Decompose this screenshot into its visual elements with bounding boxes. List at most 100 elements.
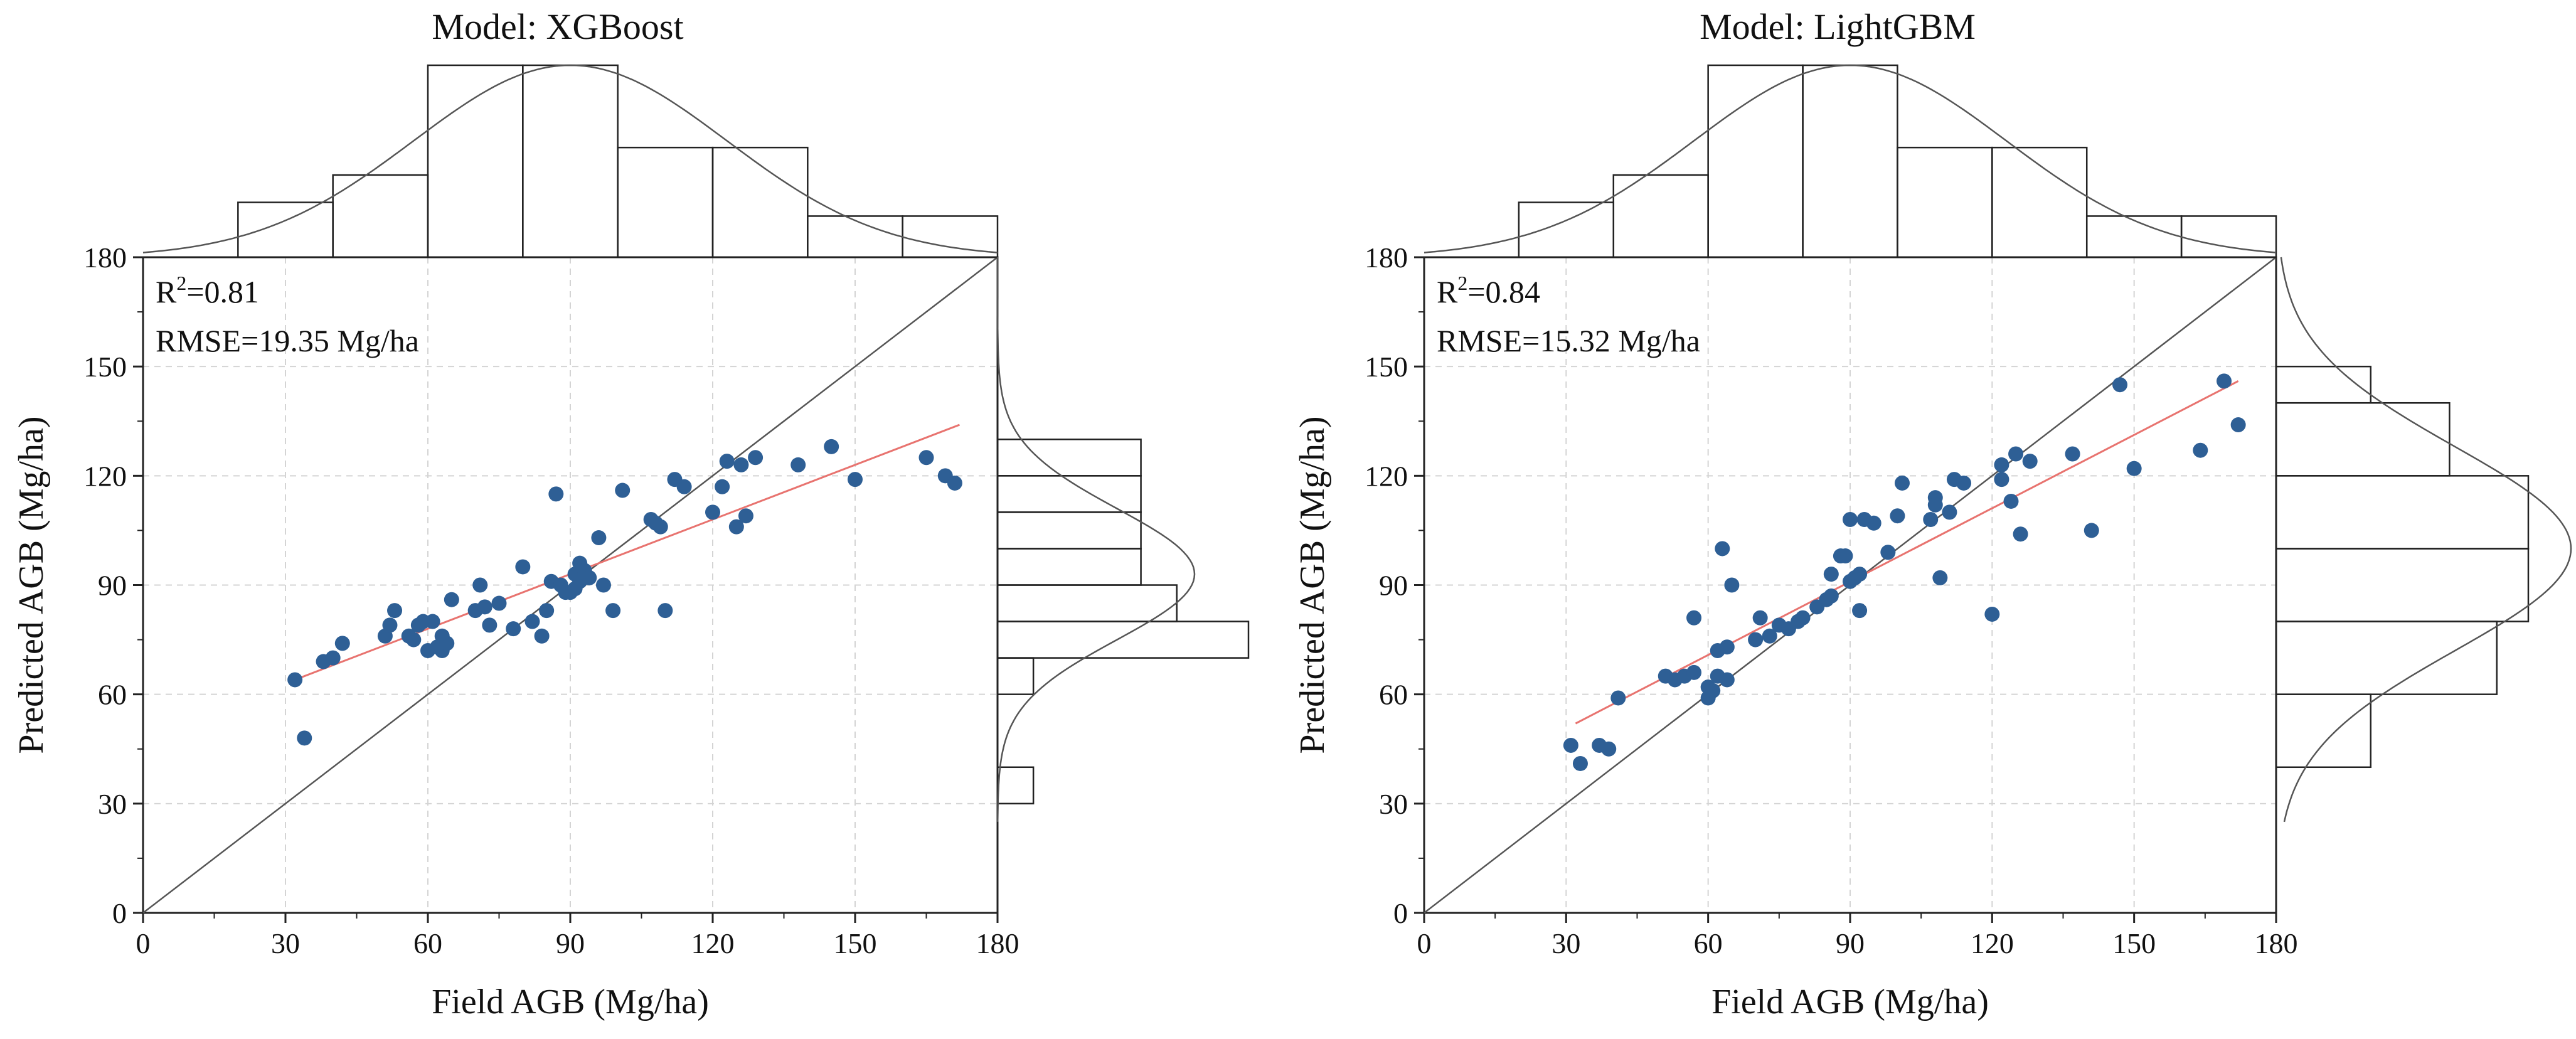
r-squared-value: =0.84 — [1467, 274, 1540, 309]
data-point — [582, 570, 597, 585]
r-squared-value: =0.81 — [186, 274, 259, 309]
data-point — [1762, 628, 1777, 644]
data-point — [824, 439, 839, 454]
right-histogram-bar — [996, 511, 1142, 550]
data-point — [1852, 567, 1868, 582]
y-tick-label: 30 — [98, 788, 127, 820]
data-point — [790, 457, 806, 472]
data-point — [1894, 475, 1910, 491]
y-tick-label: 120 — [1365, 460, 1408, 492]
data-point — [1866, 515, 1881, 531]
y-tick-label: 150 — [1365, 351, 1408, 383]
data-point — [2126, 461, 2142, 476]
rmse-label: RMSE=15.32 Mg/ha — [1437, 323, 1700, 358]
data-point — [534, 628, 550, 644]
y-tick-label: 90 — [1379, 570, 1408, 602]
right-histogram-bar — [996, 766, 1035, 805]
data-point — [605, 603, 621, 619]
data-point — [1563, 737, 1578, 753]
y-tick-label: 180 — [83, 242, 127, 274]
data-point — [1923, 512, 1939, 527]
top-histogram-bar — [1802, 64, 1898, 258]
top-histogram-bar — [1897, 146, 1993, 258]
data-point — [482, 617, 498, 633]
x-axis-label: Field AGB (Mg/ha) — [1711, 983, 1989, 1021]
y-tick-label: 0 — [112, 897, 127, 929]
right-histogram-bar — [2275, 693, 2371, 769]
data-point — [506, 621, 521, 637]
data-point — [2217, 373, 2232, 389]
top-histogram-bar — [522, 64, 619, 258]
y-axis-label: Predicted AGB (Mg/ha) — [1293, 416, 1332, 754]
right-distribution-curve — [2280, 257, 2572, 823]
data-point — [1748, 632, 1764, 647]
regression-line — [1575, 380, 2239, 725]
data-point — [524, 614, 540, 629]
x-tick-label: 90 — [556, 927, 585, 959]
data-point — [1752, 610, 1768, 626]
x-tick-label: 90 — [1836, 927, 1865, 959]
y-tick-label: 0 — [1393, 897, 1408, 929]
data-point — [1927, 497, 1943, 513]
data-point — [728, 519, 744, 535]
data-point — [1601, 741, 1617, 757]
right-histogram-bar — [2275, 475, 2530, 550]
data-point — [719, 454, 735, 469]
data-point — [2230, 417, 2246, 433]
r-squared-label: R2=0.81 — [156, 272, 259, 309]
y-tick-label: 60 — [98, 679, 127, 711]
data-point — [2013, 526, 2028, 542]
data-point — [1956, 475, 1972, 491]
y-axis-label: Predicted AGB (Mg/ha) — [12, 416, 51, 754]
data-point — [1610, 690, 1626, 706]
data-point — [1843, 512, 1858, 527]
x-tick-label: 180 — [2255, 927, 2298, 959]
y-tick-label: 120 — [83, 460, 127, 492]
data-point — [733, 457, 749, 472]
data-point — [287, 672, 303, 688]
data-point — [748, 450, 764, 466]
r-squared-prefix: R — [156, 274, 177, 309]
y-tick-label: 180 — [1365, 242, 1408, 274]
data-point — [1932, 570, 1948, 585]
data-point — [615, 482, 631, 498]
right-histogram-bar — [2275, 365, 2371, 404]
right-distribution-curve — [996, 257, 1196, 822]
data-point — [439, 636, 455, 651]
data-point — [1994, 457, 2009, 472]
data-point — [1724, 577, 1740, 593]
data-point — [1686, 664, 1702, 680]
data-point — [676, 479, 692, 494]
data-point — [2065, 446, 2080, 462]
data-point — [1984, 606, 2000, 622]
x-tick-label: 60 — [1694, 927, 1723, 959]
rmse-label: RMSE=19.35 Mg/ha — [156, 323, 419, 358]
top-histogram-bar — [617, 146, 714, 258]
regression-line — [294, 424, 961, 681]
data-point — [472, 577, 488, 593]
chart-title: Model: LightGBM — [1700, 6, 1976, 47]
data-point — [1994, 472, 2009, 488]
top-distribution-curve — [1424, 64, 2277, 253]
data-point — [1942, 504, 1957, 520]
right-histogram-bar — [2275, 621, 2498, 695]
x-tick-label: 120 — [1971, 927, 2014, 959]
y-tick-label: 150 — [83, 351, 127, 383]
data-point — [325, 650, 341, 666]
data-point — [1705, 683, 1721, 698]
data-point — [1838, 548, 1853, 564]
y-tick-label: 30 — [1379, 788, 1408, 820]
x-tick-label: 150 — [2112, 927, 2156, 959]
data-point — [425, 614, 440, 629]
data-point — [715, 479, 730, 494]
data-point — [387, 603, 403, 619]
data-point — [2112, 377, 2128, 393]
r-squared-superscript: 2 — [176, 272, 186, 294]
x-tick-label: 30 — [1551, 927, 1580, 959]
data-point — [591, 530, 607, 546]
data-point — [705, 504, 720, 520]
top-histogram-bar — [2085, 215, 2183, 258]
r-squared-prefix: R — [1437, 274, 1458, 309]
data-point — [2022, 454, 2038, 469]
